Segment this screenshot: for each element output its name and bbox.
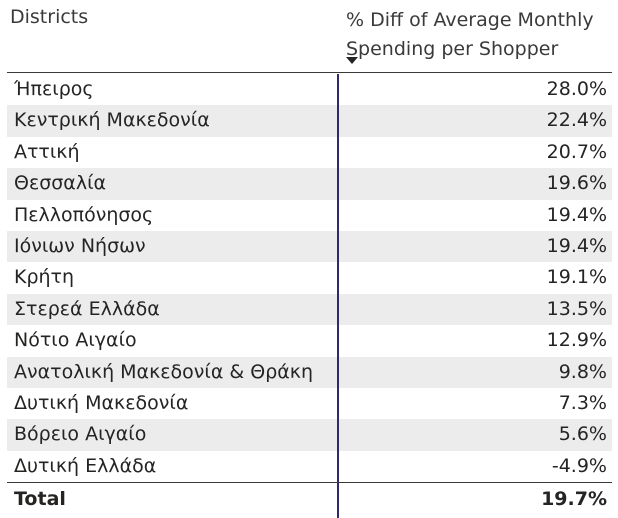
header-divider <box>7 72 612 73</box>
table-row[interactable]: Κεντρική Μακεδονία 22.4% <box>7 105 612 137</box>
district-value: 7.3% <box>558 391 607 414</box>
district-value: 19.4% <box>546 203 607 226</box>
district-name: Δυτική Μακεδονία <box>14 391 189 414</box>
table-row[interactable]: Ανατολική Μακεδονία & Θράκη 9.8% <box>7 356 612 388</box>
column-header-districts[interactable]: Districts <box>10 6 89 28</box>
table-visual: Districts % Diff of Average Monthly Spen… <box>7 0 612 518</box>
district-name: Πελλοπόνησος <box>14 203 154 226</box>
total-label: Total <box>14 488 66 510</box>
sort-descending-icon[interactable] <box>346 57 358 64</box>
district-value: 19.6% <box>546 172 607 195</box>
column-header-metric[interactable]: % Diff of Average Monthly Spending per S… <box>346 6 608 64</box>
table-body: Ήπειρος 28.0% Κεντρική Μακεδονία 22.4% Αττικ… <box>7 74 612 482</box>
table-row[interactable]: Βόρειο Αιγαίο 5.6% <box>7 419 612 451</box>
column-header-metric-line-1: % Diff of Average Monthly <box>346 9 594 31</box>
column-divider <box>337 74 339 518</box>
total-row: Total 19.7% <box>7 483 612 515</box>
district-name: Στερεά Ελλάδα <box>14 297 160 320</box>
district-value: 19.4% <box>546 234 607 257</box>
district-name: Δυτική Ελλάδα <box>14 454 157 477</box>
table-row[interactable]: Στερεά Ελλάδα 13.5% <box>7 293 612 326</box>
total-divider <box>7 482 612 483</box>
district-name: Θεσσαλία <box>14 172 107 195</box>
district-value: 20.7% <box>546 140 607 163</box>
total-value: 19.7% <box>541 488 607 510</box>
table-row[interactable]: Ήπειρος 28.0% <box>7 74 612 105</box>
column-header-metric-line-2: Spending per Shopper <box>346 38 559 60</box>
district-name: Βόρειο Αιγαίο <box>14 423 147 446</box>
district-name: Αττική <box>14 140 80 163</box>
district-value: 5.6% <box>558 423 607 446</box>
district-name: Κεντρική Μακεδονία <box>14 109 210 132</box>
district-value: 28.0% <box>546 78 607 100</box>
table-row[interactable]: Θεσσαλία 19.6% <box>7 168 612 200</box>
table-row[interactable]: Κρήτη 19.1% <box>7 262 612 293</box>
table-row[interactable]: Νότιο Αιγαίο 12.9% <box>7 325 612 356</box>
district-value: 9.8% <box>558 360 607 383</box>
district-name: Νότιο Αιγαίο <box>14 329 137 352</box>
district-name: Ιόνιων Νήσων <box>14 234 146 257</box>
district-value: 12.9% <box>546 329 607 352</box>
district-value: 19.1% <box>546 266 607 289</box>
district-name: Κρήτη <box>14 266 75 289</box>
table-row[interactable]: Ιόνιων Νήσων 19.4% <box>7 230 612 263</box>
district-value: 22.4% <box>546 109 607 132</box>
district-name: Ήπειρος <box>14 78 94 100</box>
district-value: -4.9% <box>551 454 607 477</box>
district-value: 13.5% <box>546 297 607 320</box>
table-header: Districts % Diff of Average Monthly Spen… <box>7 0 612 73</box>
table-row[interactable]: Αττική 20.7% <box>7 137 612 168</box>
table-row[interactable]: Δυτική Ελλάδα -4.9% <box>7 451 612 482</box>
table-row[interactable]: Δυτική Μακεδονία 7.3% <box>7 388 612 419</box>
district-name: Ανατολική Μακεδονία & Θράκη <box>14 360 314 383</box>
table-row[interactable]: Πελλοπόνησος 19.4% <box>7 200 612 231</box>
